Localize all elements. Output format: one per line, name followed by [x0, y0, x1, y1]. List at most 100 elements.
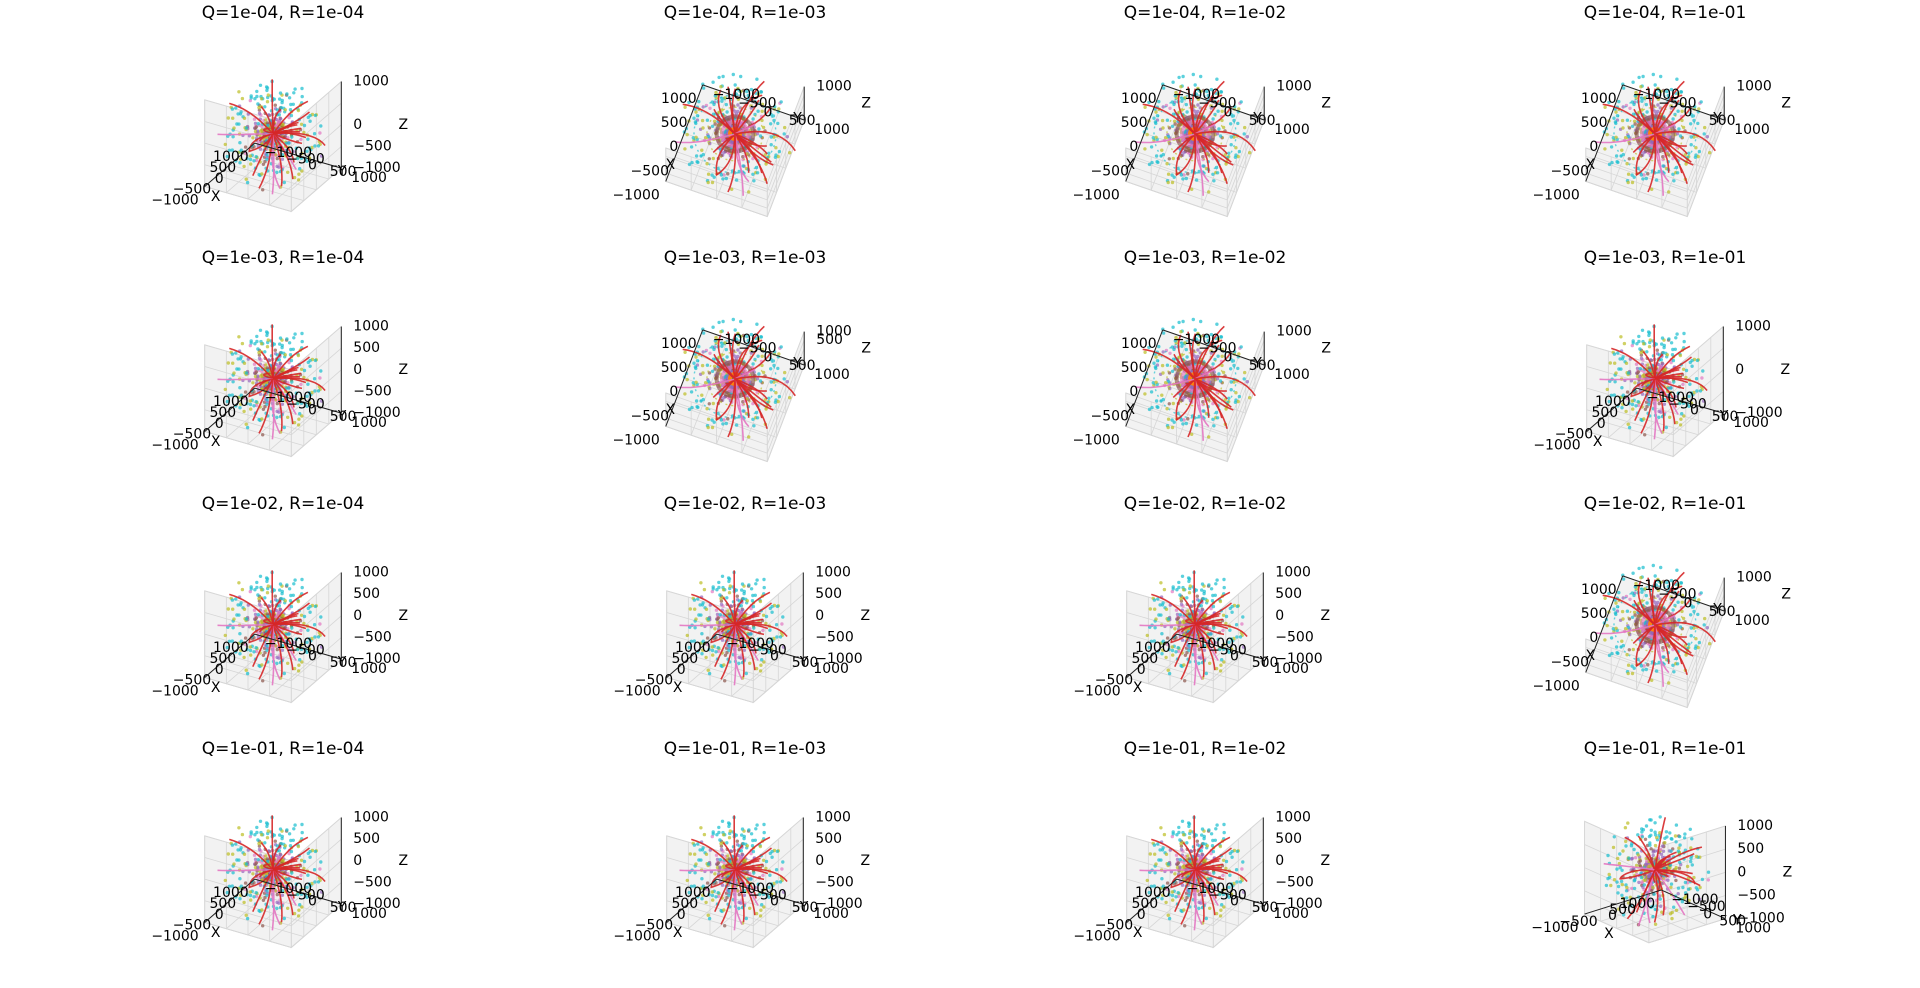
data-point — [258, 147, 263, 151]
data-point — [248, 98, 252, 103]
gridline — [766, 94, 805, 192]
data-point — [755, 322, 759, 326]
x-tick-label: 0 — [1129, 139, 1138, 155]
data-point — [299, 122, 304, 127]
data-point — [1177, 75, 1181, 80]
data-point — [1607, 162, 1612, 167]
data-point — [710, 124, 715, 128]
data-point — [694, 110, 698, 114]
data-point — [265, 345, 270, 349]
data-point — [689, 390, 694, 394]
data-point — [251, 136, 255, 140]
data-point — [255, 334, 259, 339]
data-point — [288, 108, 293, 112]
data-point — [253, 129, 258, 134]
y-tick-label: −500 — [286, 396, 324, 412]
data-point — [1239, 100, 1243, 104]
data-point — [232, 371, 236, 375]
data-point — [243, 145, 248, 149]
data-point — [710, 180, 715, 185]
data-point — [258, 83, 263, 88]
data-point — [1168, 106, 1172, 111]
data-point — [1677, 127, 1681, 131]
data-point — [701, 152, 705, 157]
trajectory-line — [272, 133, 295, 163]
data-point — [706, 425, 710, 430]
data-point — [239, 157, 243, 161]
data-point — [1170, 124, 1175, 128]
x-tick-label: 0 — [669, 384, 678, 400]
data-point — [734, 178, 739, 182]
data-point — [287, 341, 292, 345]
x-tick-label: −500 — [631, 163, 669, 179]
data-point — [299, 137, 303, 142]
subplot-title: Q=1e-04, R=1e-03 — [664, 3, 827, 23]
data-point — [289, 113, 294, 118]
data-point — [717, 320, 721, 325]
data-point — [275, 108, 279, 112]
y-tick-label: 0 — [764, 104, 773, 120]
data-point — [701, 397, 705, 402]
data-point — [308, 113, 312, 118]
data-point — [287, 141, 291, 145]
data-point — [741, 88, 746, 93]
trajectory-line — [272, 133, 283, 187]
data-point — [776, 121, 780, 126]
data-point — [1679, 90, 1684, 94]
data-point — [244, 422, 248, 426]
data-point — [1154, 110, 1158, 114]
data-point — [759, 335, 764, 339]
data-point — [1612, 116, 1616, 120]
data-point — [700, 148, 704, 152]
data-point — [1243, 125, 1247, 130]
data-point — [257, 172, 261, 177]
data-point — [1630, 124, 1635, 128]
data-point — [755, 77, 759, 81]
data-point — [296, 108, 301, 113]
data-point — [689, 145, 694, 149]
data-point — [1157, 99, 1161, 104]
data-point — [236, 150, 241, 155]
data-point — [1229, 135, 1234, 139]
data-point — [785, 380, 789, 384]
data-point — [1143, 147, 1147, 151]
data-point — [1654, 178, 1659, 182]
data-point — [1186, 172, 1190, 176]
data-point — [244, 177, 248, 181]
data-point — [769, 143, 773, 147]
data-point — [733, 109, 737, 114]
data-point — [242, 116, 247, 121]
data-point — [240, 96, 245, 101]
data-point — [1661, 164, 1665, 168]
z-axis-label: Z — [399, 362, 409, 378]
subplot-title: Q=1e-03, R=1e-04 — [202, 248, 365, 268]
data-point — [275, 409, 279, 414]
data-point — [302, 368, 307, 373]
data-point — [276, 119, 281, 124]
data-point — [277, 113, 281, 117]
data-point — [1628, 106, 1632, 111]
data-point — [694, 355, 698, 359]
data-point — [1167, 157, 1172, 161]
data-point — [758, 134, 763, 138]
y-axis-line — [254, 142, 342, 169]
data-point — [1644, 176, 1649, 181]
data-point — [285, 337, 289, 341]
data-point — [291, 149, 295, 154]
data-point — [694, 154, 699, 158]
x-axis-label: X — [666, 402, 676, 418]
data-point — [254, 155, 258, 159]
data-point — [283, 353, 287, 357]
data-point — [290, 135, 294, 139]
data-point — [755, 377, 760, 381]
data-point — [1621, 152, 1626, 157]
data-point — [751, 362, 755, 366]
data-point — [708, 106, 712, 111]
data-point — [741, 409, 745, 413]
data-point — [1614, 110, 1618, 114]
x-tick-label: 500 — [661, 115, 688, 131]
data-point — [734, 423, 739, 427]
data-point — [1147, 162, 1152, 167]
data-point — [232, 126, 236, 130]
